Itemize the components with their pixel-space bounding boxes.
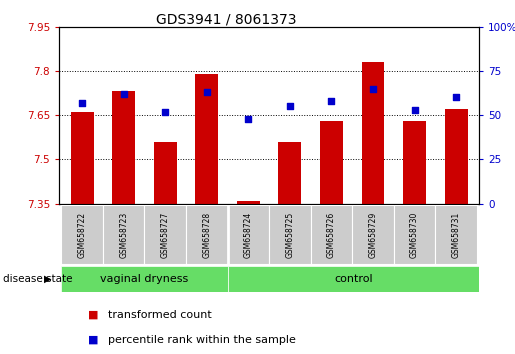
Point xyxy=(410,107,419,113)
Bar xyxy=(237,201,260,204)
Text: GSM658730: GSM658730 xyxy=(410,211,419,258)
Text: GSM658728: GSM658728 xyxy=(202,211,211,258)
Point xyxy=(78,100,86,105)
Bar xyxy=(444,109,468,204)
Bar xyxy=(311,205,352,264)
Bar xyxy=(352,205,394,264)
Text: GSM658726: GSM658726 xyxy=(327,211,336,258)
Point xyxy=(286,103,294,109)
Bar xyxy=(61,205,103,264)
Bar xyxy=(61,266,228,292)
Point xyxy=(244,116,252,121)
Bar xyxy=(362,62,384,204)
Point xyxy=(369,86,377,91)
Text: control: control xyxy=(334,274,372,284)
Bar xyxy=(186,205,228,264)
Point xyxy=(202,89,211,95)
Bar xyxy=(279,142,301,204)
Text: ▶: ▶ xyxy=(44,274,51,284)
Bar xyxy=(269,205,311,264)
Bar xyxy=(195,74,218,204)
Bar xyxy=(228,205,269,264)
Text: GSM658725: GSM658725 xyxy=(285,211,295,258)
Bar xyxy=(228,266,479,292)
Bar xyxy=(112,91,135,204)
Bar xyxy=(71,112,94,204)
Bar xyxy=(394,205,435,264)
Text: GSM658727: GSM658727 xyxy=(161,211,170,258)
Text: ■: ■ xyxy=(88,335,98,345)
Text: GSM658722: GSM658722 xyxy=(78,211,87,258)
Bar xyxy=(403,121,426,204)
Text: disease state: disease state xyxy=(3,274,72,284)
Text: percentile rank within the sample: percentile rank within the sample xyxy=(108,335,296,345)
Bar xyxy=(320,121,343,204)
Text: GSM658723: GSM658723 xyxy=(119,211,128,258)
Text: transformed count: transformed count xyxy=(108,310,212,320)
Point xyxy=(161,109,169,114)
Text: GSM658731: GSM658731 xyxy=(452,211,460,258)
Text: GSM658724: GSM658724 xyxy=(244,211,253,258)
Bar xyxy=(154,142,177,204)
Point xyxy=(119,91,128,97)
Bar xyxy=(144,205,186,264)
Bar xyxy=(103,205,144,264)
Point xyxy=(328,98,336,104)
Text: ■: ■ xyxy=(88,310,98,320)
Point xyxy=(452,95,460,100)
Text: vaginal dryness: vaginal dryness xyxy=(100,274,188,284)
Text: GDS3941 / 8061373: GDS3941 / 8061373 xyxy=(157,12,297,27)
Text: GSM658729: GSM658729 xyxy=(368,211,377,258)
Bar xyxy=(435,205,477,264)
